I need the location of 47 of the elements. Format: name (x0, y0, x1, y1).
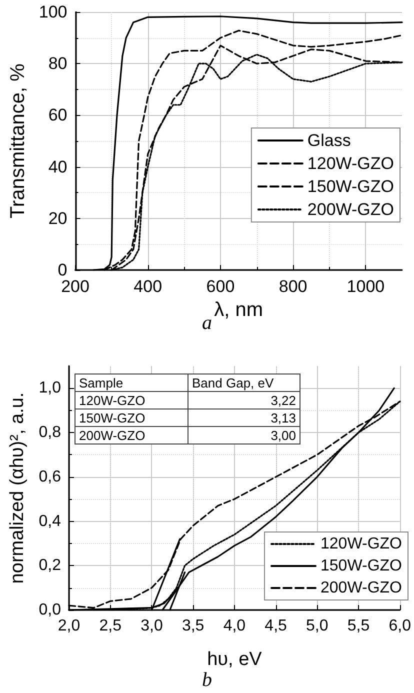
x-axis-title: λ, nm (214, 298, 264, 321)
x-tick-label: 5,5 (347, 618, 370, 634)
legend-label: 200W-GZO (307, 200, 394, 219)
y-tick-label: 0,2 (38, 557, 62, 574)
x-tick-label: 200 (61, 277, 90, 296)
y-tick-label: 80 (48, 54, 68, 74)
annotation: 3,13 (270, 410, 296, 426)
legend-label: 150W-GZO (320, 558, 402, 574)
annotation: Band Gap, eV (192, 375, 274, 390)
y-tick-label: 60 (48, 106, 68, 125)
y-tick-label: 100 (38, 2, 68, 22)
y-tick-label: 20 (48, 208, 68, 228)
x-axis-title: hυ, eV (207, 649, 262, 670)
legend-label: Glass (307, 131, 351, 150)
annotation: 3,00 (270, 428, 296, 443)
y-axis-title: normalized (αhυ)², a.u. (7, 392, 28, 584)
y-tick-label: 40 (48, 157, 68, 176)
text: b (202, 669, 212, 691)
x-tick-label: 3,5 (182, 618, 204, 634)
y-tick-label: 0,0 (38, 602, 62, 618)
annotation: 200W-GZO (79, 428, 146, 443)
y-tick-label: 0,6 (38, 468, 62, 486)
x-tick-label: 3,0 (140, 618, 163, 634)
annotation: 150W-GZO (79, 410, 146, 426)
x-tick-label: 4,5 (264, 618, 288, 634)
x-tick-label: 1000 (346, 277, 385, 296)
x-tick-label: 5,0 (306, 618, 328, 634)
y-tick-label: 0,8 (38, 424, 62, 442)
x-tick-label: 2,5 (99, 618, 122, 634)
legend-label: 120W-GZO (307, 154, 394, 173)
annotation: Sample (79, 375, 124, 390)
legend-label: 150W-GZO (307, 177, 394, 196)
y-tick-label: 0 (58, 260, 68, 280)
y-axis-title: Transmittance, % (7, 63, 29, 218)
x-tick-label: 4,0 (223, 618, 246, 634)
legend-label: 120W-GZO (320, 536, 402, 552)
annotation: 120W-GZO (79, 392, 146, 408)
x-tick-label: 800 (278, 277, 308, 296)
annotation: 3,22 (270, 392, 296, 408)
y-tick-label: 1,0 (38, 380, 62, 397)
legend-label: 200W-GZO (320, 580, 402, 596)
x-tick-label: 2,0 (58, 618, 80, 634)
text: a (202, 312, 212, 334)
x-tick-label: 6,0 (388, 618, 412, 634)
x-tick-label: 400 (134, 277, 162, 296)
y-tick-label: 0,4 (38, 512, 62, 530)
x-tick-label: 600 (206, 277, 235, 296)
